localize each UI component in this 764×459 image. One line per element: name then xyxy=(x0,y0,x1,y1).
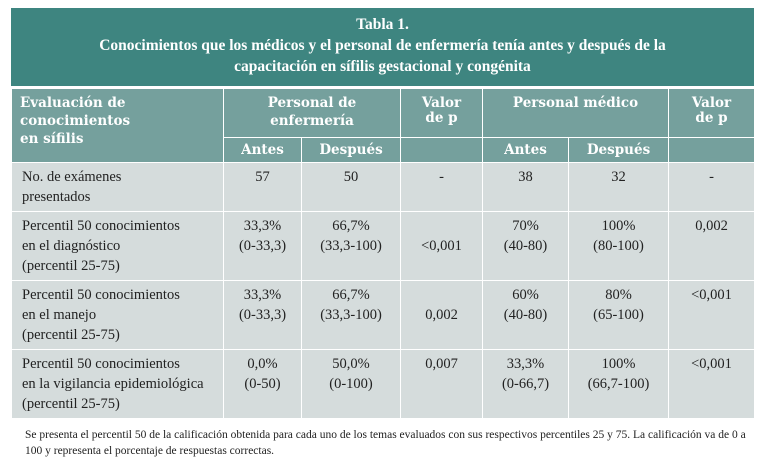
table-row: Percentil 50 conocimientos en el manejo … xyxy=(11,280,755,350)
header-nursing-before: Antes xyxy=(223,137,302,163)
header-medical-staff: Personal médico xyxy=(482,88,669,138)
header-p-value-nursing-empty xyxy=(400,137,483,163)
row-label: Percentil 50 conocimientos en el manejo … xyxy=(11,280,224,350)
header-medical-after: Después xyxy=(568,137,669,163)
nursing-after-cell: 66,7% (33,3-100) xyxy=(301,211,401,281)
header-p-value-medical: Valor de p xyxy=(668,88,755,138)
nursing-before-cell: 57 xyxy=(223,162,302,212)
table-row: No. de exámenes presentados 57 50 - 38 3… xyxy=(11,162,755,212)
header-evaluation: Evaluación de conocimientos en sífilis xyxy=(11,88,224,163)
nursing-before-cell: 33,3% (0-33,3) xyxy=(223,280,302,350)
table-row: Percentil 50 conocimientos en la vigilan… xyxy=(11,349,755,419)
medical-after-cell: 80% (65-100) xyxy=(568,280,669,350)
table-row: Percentil 50 conocimientos en el diagnós… xyxy=(11,211,755,281)
table-container: Tabla 1. Conocimientos que los médicos y… xyxy=(11,8,755,459)
p-value-medical-cell: <0,001 xyxy=(668,280,755,350)
header-nursing-staff: Personal de enfermería xyxy=(223,88,401,138)
medical-after-cell: 100% (66,7-100) xyxy=(568,349,669,419)
p-value-medical-cell: <0,001 xyxy=(668,349,755,419)
table-footnote: Se presenta el percentil 50 de la califi… xyxy=(25,429,746,457)
nursing-after-cell: 50 xyxy=(301,162,401,212)
row-label: No. de exámenes presentados xyxy=(11,162,224,212)
p-value-nursing-cell: 0,007 xyxy=(400,349,483,419)
medical-before-cell: 60% (40-80) xyxy=(482,280,569,350)
row-label: Percentil 50 conocimientos en el diagnós… xyxy=(11,211,224,281)
medical-before-cell: 70% (40-80) xyxy=(482,211,569,281)
table-caption-line-2: capacitación en sífilis gestacional y co… xyxy=(234,58,531,75)
p-value-medical-cell: - xyxy=(668,162,755,212)
header-nursing-after: Después xyxy=(301,137,401,163)
p-value-medical-cell: 0,002 xyxy=(668,211,755,281)
nursing-before-cell: 0,0% (0-50) xyxy=(223,349,302,419)
row-label: Percentil 50 conocimientos en la vigilan… xyxy=(11,349,224,419)
p-value-nursing-cell: <0,001 xyxy=(400,211,483,281)
table-title: Tabla 1. Conocimientos que los médicos y… xyxy=(11,8,754,86)
medical-after-cell: 32 xyxy=(568,162,669,212)
p-value-nursing-cell: - xyxy=(400,162,483,212)
medical-before-cell: 38 xyxy=(482,162,569,212)
table-caption-line-1: Conocimientos que los médicos y el perso… xyxy=(99,37,666,54)
header-p-value-nursing: Valor de p xyxy=(400,88,483,138)
nursing-before-cell: 33,3% (0-33,3) xyxy=(223,211,302,281)
medical-after-cell: 100% (80-100) xyxy=(568,211,669,281)
nursing-after-cell: 66,7% (33,3-100) xyxy=(301,280,401,350)
header-p-value-medical-empty xyxy=(668,137,755,163)
table-number: Tabla 1. xyxy=(356,16,409,33)
nursing-after-cell: 50,0% (0-100) xyxy=(301,349,401,419)
p-value-nursing-cell: 0,002 xyxy=(400,280,483,350)
medical-before-cell: 33,3% (0-66,7) xyxy=(482,349,569,419)
data-table: Evaluación de conocimientos en sífilis P… xyxy=(11,88,755,419)
header-medical-before: Antes xyxy=(482,137,569,163)
